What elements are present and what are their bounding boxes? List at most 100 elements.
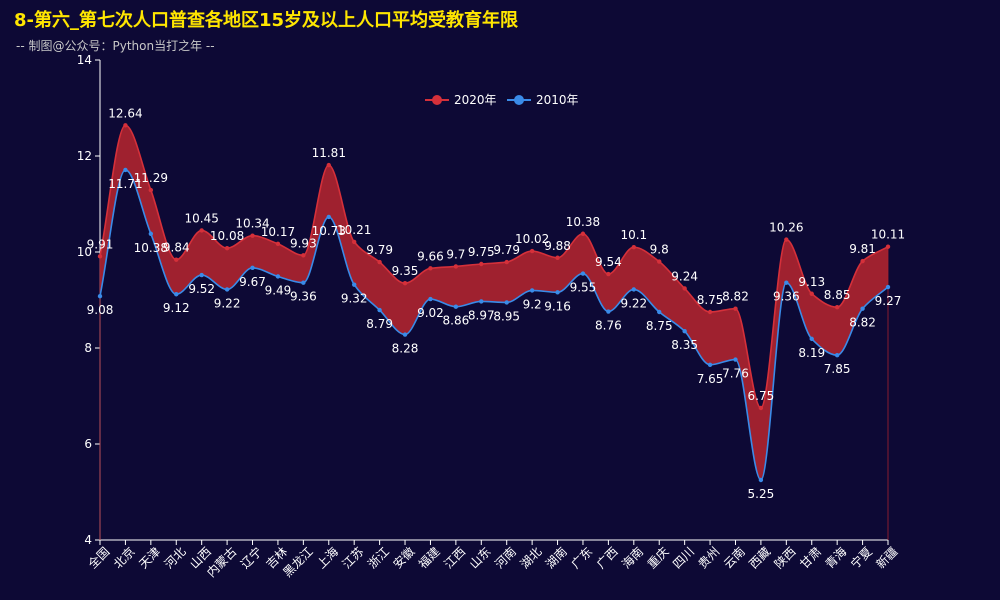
data-label-2010: 9.02 <box>417 306 444 320</box>
point-2020 <box>885 244 891 249</box>
point-2010 <box>479 299 484 304</box>
chart-title: 8-第六_第七次人口普查各地区15岁及以上人口平均受教育年限 <box>14 10 519 31</box>
data-label-2010: 9.49 <box>265 283 292 297</box>
x-tick-label: 北京 <box>111 544 138 571</box>
data-label-2010: 9.22 <box>620 296 647 310</box>
point-2020 <box>301 253 306 258</box>
point-2020 <box>707 309 713 315</box>
point-2010 <box>123 167 128 173</box>
legend: 2020年 2010年 <box>425 93 579 107</box>
x-tick-label: 湖北 <box>517 544 545 572</box>
data-label-2020: 9.81 <box>849 242 876 256</box>
point-2020 <box>606 271 611 277</box>
x-tick-label: 云南 <box>720 544 748 572</box>
point-2020 <box>580 231 586 236</box>
point-2020 <box>529 248 535 254</box>
data-label-2020: 10.21 <box>337 223 371 237</box>
x-tick-label: 天津 <box>136 544 163 571</box>
data-label-2010: 8.82 <box>849 316 876 330</box>
x-tick-label: 广东 <box>568 544 595 571</box>
x-tick-label: 江西 <box>441 544 468 571</box>
data-label-2010: 10.38 <box>134 241 168 255</box>
point-2020 <box>326 162 331 168</box>
point-2010 <box>631 287 637 292</box>
data-label-2010: 9.36 <box>773 290 800 304</box>
point-2010 <box>504 300 509 305</box>
data-label-2020: 8.85 <box>824 288 851 302</box>
point-2010 <box>529 288 535 293</box>
data-label-2020: 8.82 <box>722 290 749 304</box>
y-tick-label: 4 <box>84 533 92 547</box>
point-2020 <box>199 228 204 233</box>
point-2010 <box>758 477 764 483</box>
x-tick-label: 福建 <box>415 544 443 572</box>
point-2010 <box>682 329 687 334</box>
data-label-2020: 9.93 <box>290 236 317 250</box>
legend-item-2020: 2020年 <box>425 93 497 107</box>
point-2020 <box>224 245 230 251</box>
point-2010 <box>224 287 230 292</box>
point-2010 <box>174 292 179 297</box>
point-2010 <box>250 265 255 271</box>
data-label-2010: 9.12 <box>163 301 190 315</box>
legend-label: 2010年 <box>536 93 579 107</box>
point-2010 <box>301 280 306 285</box>
x-tick-label: 上海 <box>314 544 342 572</box>
x-tick-label: 四川 <box>670 544 697 571</box>
y-tick-label: 10 <box>77 245 92 259</box>
data-label-2010: 9.52 <box>188 282 215 296</box>
point-2010 <box>885 284 891 290</box>
x-tick-label: 江苏 <box>340 544 367 571</box>
point-2010 <box>428 296 433 302</box>
point-2020 <box>758 405 764 411</box>
data-label-2010: 9.55 <box>570 281 597 295</box>
data-label-2010: 8.79 <box>366 317 393 331</box>
point-2020 <box>479 261 484 267</box>
data-label-2020: 10.34 <box>235 217 269 231</box>
data-label-2020: 11.81 <box>312 146 346 160</box>
x-tick-label: 西藏 <box>746 544 773 571</box>
x-tick-label: 宁夏 <box>847 544 875 572</box>
data-label-2020: 10.17 <box>261 225 295 239</box>
data-label-2020: 8.75 <box>697 293 724 307</box>
point-2020 <box>784 237 789 242</box>
point-2020 <box>148 187 154 193</box>
data-label-2010: 8.97 <box>468 308 495 322</box>
point-2020 <box>402 281 408 286</box>
x-tick-label: 重庆 <box>645 544 672 571</box>
point-2010 <box>326 214 331 220</box>
x-tick-label: 全国 <box>85 544 113 572</box>
data-label-2020: 10.1 <box>620 228 647 242</box>
x-tick-label: 新疆 <box>873 544 901 572</box>
data-label-2010: 9.67 <box>239 275 266 289</box>
data-label-2010: 9.08 <box>87 303 114 317</box>
point-2020 <box>657 259 662 264</box>
point-2020 <box>351 239 357 245</box>
data-label-2010: 5.25 <box>748 487 775 501</box>
data-label-2010: 9.27 <box>875 294 902 308</box>
x-tick-label: 海南 <box>619 544 647 572</box>
data-label-2020: 10.38 <box>566 215 600 229</box>
point-2010 <box>657 309 662 315</box>
x-tick-label: 广西 <box>594 544 621 571</box>
point-2010 <box>453 304 459 309</box>
data-label-2020: 9.75 <box>468 245 495 259</box>
data-label-2020: 6.75 <box>748 389 775 403</box>
point-2010 <box>148 231 154 236</box>
point-2020 <box>809 291 814 296</box>
data-label-2020: 10.26 <box>769 221 803 235</box>
y-tick-label: 12 <box>77 149 92 163</box>
data-label-2010: 7.85 <box>824 362 851 376</box>
data-label-2010: 9.16 <box>544 299 571 313</box>
point-2020 <box>174 257 179 262</box>
data-label-2010: 7.65 <box>697 372 724 386</box>
point-2010 <box>351 282 357 287</box>
data-label-2010: 9.32 <box>341 292 368 306</box>
point-2020 <box>97 254 103 259</box>
legend-marker-icon <box>432 95 442 105</box>
point-2020 <box>682 286 687 291</box>
x-tick-label: 河南 <box>491 544 519 572</box>
data-label-2010: 8.75 <box>646 319 673 333</box>
data-label-2020: 10.45 <box>184 211 218 225</box>
point-2020 <box>860 258 865 264</box>
